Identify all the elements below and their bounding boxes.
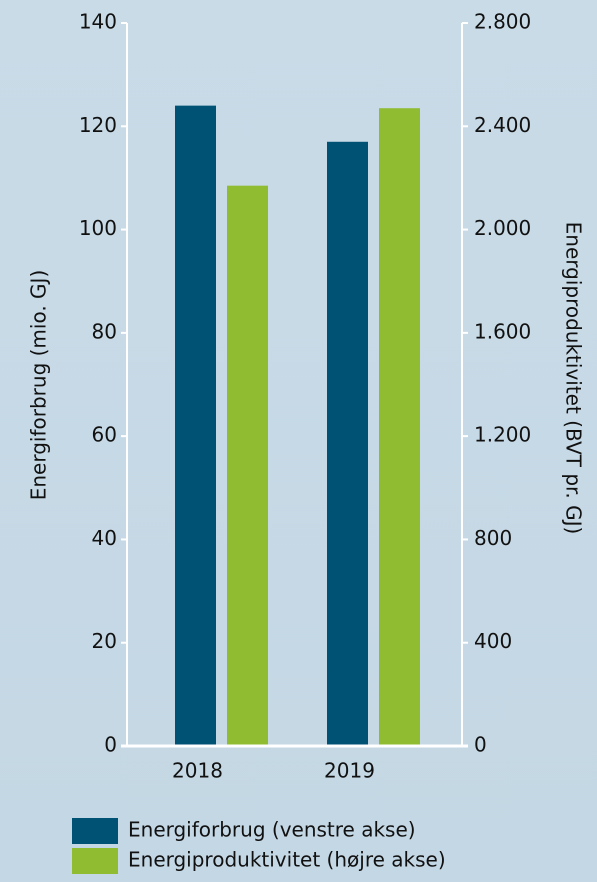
- y2-tick-label: 0: [474, 733, 487, 757]
- y2-tick-label: 2.000: [474, 216, 531, 240]
- bar: [327, 141, 368, 746]
- legend-label: Energiforbrug (venstre akse): [128, 818, 416, 842]
- y2-tick-label: 1.200: [474, 423, 531, 447]
- y2-tick-label: 1.600: [474, 319, 531, 343]
- x-tick-label: 2018: [172, 759, 223, 783]
- legend-swatch: [72, 818, 118, 844]
- bar: [227, 185, 268, 747]
- legend-label: Energiproduktivitet (højre akse): [128, 848, 446, 872]
- bar: [175, 105, 216, 747]
- y2-axis-label: Energiproduktivitet (BVT pr. GJ): [562, 222, 586, 535]
- y-tick-label: 60: [92, 423, 117, 447]
- y-tick-label: 120: [79, 113, 117, 137]
- y-tick-label: 20: [92, 629, 117, 653]
- x-tick-label: 2019: [324, 759, 375, 783]
- y-axis-label: Energiforbrug (mio. GJ): [27, 270, 51, 501]
- y-tick-label: 140: [79, 10, 117, 34]
- y-tick-label: 0: [104, 733, 117, 757]
- y2-tick-label: 2.400: [474, 113, 531, 137]
- y2-tick-label: 800: [474, 526, 512, 550]
- bar: [379, 108, 420, 747]
- y-tick-label: 40: [92, 526, 117, 550]
- y2-tick-label: 400: [474, 629, 512, 653]
- y-tick-label: 100: [79, 216, 117, 240]
- legend-swatch: [72, 848, 118, 874]
- y-tick-label: 80: [92, 319, 117, 343]
- y2-tick-label: 2.800: [474, 10, 531, 34]
